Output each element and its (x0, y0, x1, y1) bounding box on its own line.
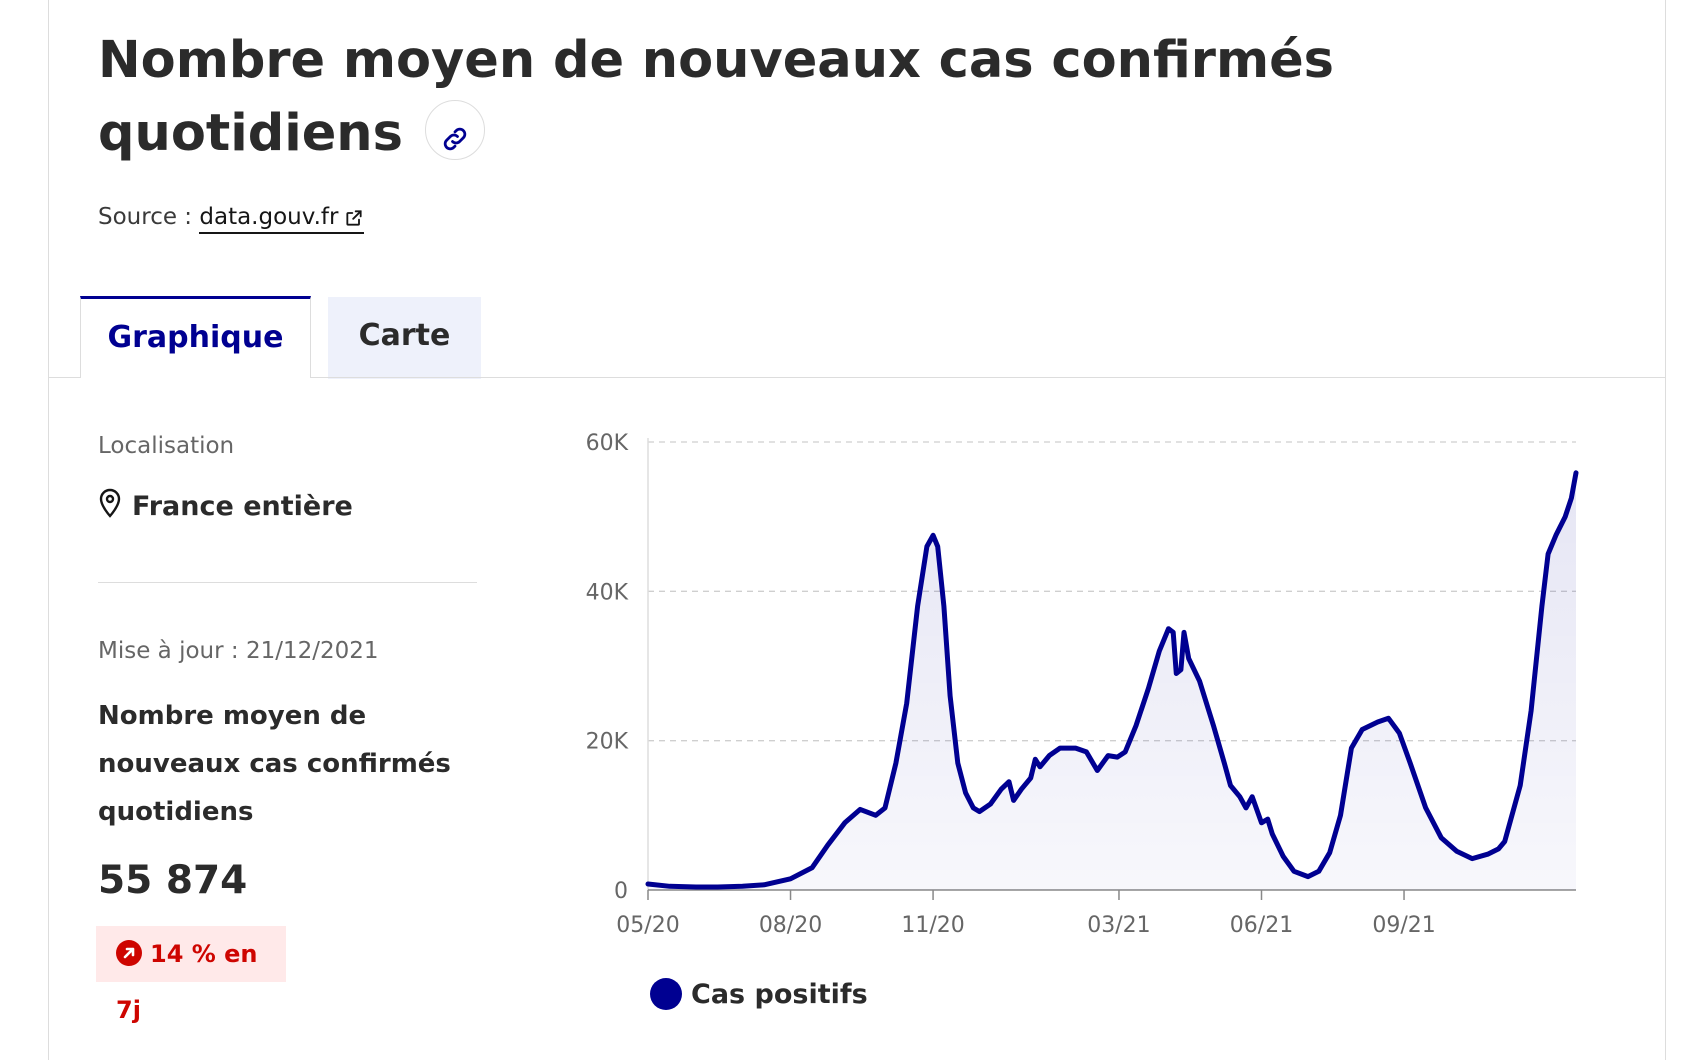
y-tick-label: 60K (586, 431, 629, 456)
location-label: Localisation (98, 433, 235, 459)
metric-value: 55 874 (98, 858, 248, 903)
legend-swatch (650, 978, 682, 1010)
location-selector[interactable]: France entière (98, 488, 353, 522)
y-tick-label: 40K (586, 580, 629, 605)
tab-graphique[interactable]: Graphique (80, 296, 311, 378)
indicator-card (48, 0, 1666, 1060)
x-tick-label: 06/21 (1230, 913, 1293, 938)
tab-divider (48, 377, 80, 378)
cases-chart: 0 20K 40K 60K 05/20 08/20 11/20 03/21 06/21 09/21 (586, 431, 1579, 938)
source-line: Source : data.gouv.fr (98, 204, 365, 234)
x-tick-label: 11/20 (901, 913, 964, 938)
metric-title: Nombre moyen de nouveaux cas confirmés q… (98, 701, 451, 827)
chart-legend[interactable]: Cas positifs (650, 978, 868, 1010)
source-link[interactable]: data.gouv.fr (199, 204, 365, 234)
legend-label: Cas positifs (691, 979, 868, 1010)
update-date: Mise à jour : 21/12/2021 (98, 638, 379, 664)
source-label: Source : (98, 204, 193, 230)
x-tick-label: 09/21 (1372, 913, 1435, 938)
series-line (645, 470, 1579, 890)
y-tick-label: 20K (586, 730, 629, 755)
external-link-icon (346, 209, 363, 226)
series-area (648, 472, 1576, 890)
x-tick-label: 03/21 (1087, 913, 1150, 938)
tab-divider (311, 377, 1666, 378)
sidebar-divider (98, 582, 477, 583)
trend-badge: 14 % en 7j (96, 926, 286, 1024)
copy-link-button[interactable] (424, 100, 485, 160)
page-title: Nombre moyen de nouveaux cas confirmés q… (98, 31, 1335, 163)
arrow-up-right-circle-icon (116, 940, 142, 966)
link-icon (443, 127, 467, 151)
trend-text: 14 % en 7j (116, 940, 258, 1024)
y-tick-label: 0 (614, 879, 628, 904)
tab-carte[interactable]: Carte (328, 297, 481, 379)
location-value: France entière (132, 491, 353, 522)
x-tick-label: 08/20 (759, 913, 822, 938)
x-tick-label: 05/20 (616, 913, 679, 938)
map-pin-icon (99, 488, 121, 518)
